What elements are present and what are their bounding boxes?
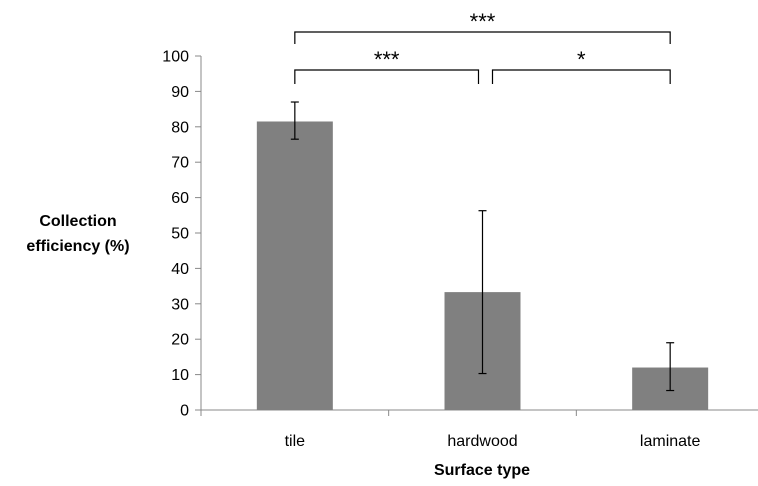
y-tick-label: 20 xyxy=(171,332,189,349)
y-tick-label: 10 xyxy=(171,367,189,384)
y-tick-label: 60 xyxy=(171,190,189,207)
significance-label: *** xyxy=(470,9,496,34)
plot-area: 0 10 20 30 40 50 60 70 80 90 100 tile hardwood lamina… xyxy=(162,9,758,450)
x-tick-label-laminate: laminate xyxy=(640,433,701,450)
significance-label: * xyxy=(577,47,586,72)
y-tick-label: 80 xyxy=(171,119,189,136)
y-tick-label: 70 xyxy=(171,155,189,172)
significance-label: *** xyxy=(374,47,400,72)
y-tick-label: 40 xyxy=(171,261,189,278)
y-axis-title-line-2: efficiency (%) xyxy=(26,238,129,255)
y-tick-label: 50 xyxy=(171,226,189,243)
y-tick-label: 100 xyxy=(162,49,189,66)
bar-tile xyxy=(256,121,333,411)
y-tick-label: 0 xyxy=(180,403,189,420)
y-axis-title-line-1: Collection xyxy=(39,213,116,230)
x-axis-title: Surface type xyxy=(434,462,530,479)
y-tick-label: 90 xyxy=(171,84,189,101)
y-tick-label: 30 xyxy=(171,296,189,313)
significance-bracket xyxy=(294,69,480,84)
x-tick-label-tile: tile xyxy=(285,433,306,450)
significance-bracket xyxy=(491,69,671,84)
x-tick-label-hardwood: hardwood xyxy=(447,433,517,450)
significance-bracket xyxy=(294,31,671,44)
